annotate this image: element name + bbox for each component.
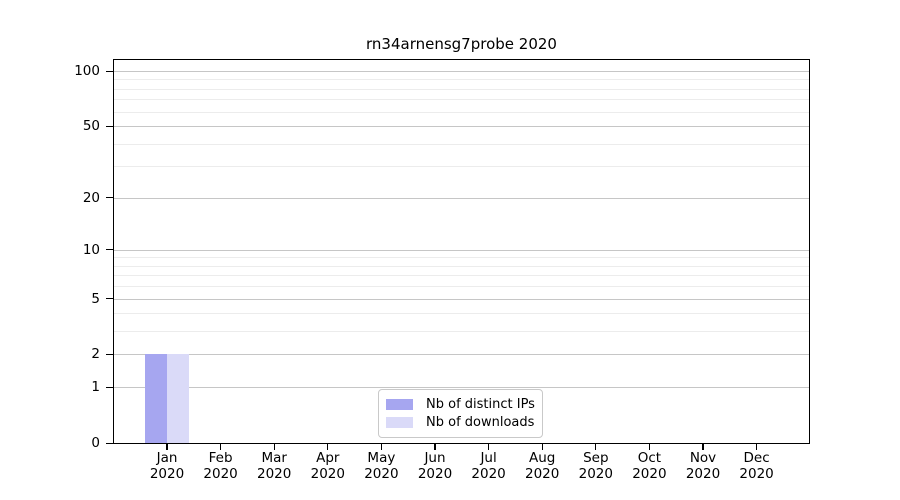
minor-gridline <box>114 257 809 259</box>
x-tick-mark <box>166 444 168 450</box>
y-tick-label: 50 <box>82 118 100 135</box>
x-tick-year: 2020 <box>685 465 721 482</box>
x-tick-year: 2020 <box>471 465 506 482</box>
y-tick-mark <box>106 249 113 251</box>
y-tick-mark <box>106 197 113 199</box>
x-tick-label: Oct 2020 <box>617 450 681 482</box>
y-tick-mark <box>106 386 113 388</box>
x-tick-month: Jul <box>480 450 497 466</box>
x-tick-month: Dec <box>743 450 770 466</box>
plot-area <box>113 59 810 444</box>
x-tick-mark <box>648 444 651 450</box>
minor-gridline <box>114 313 809 315</box>
major-gridline <box>114 298 809 300</box>
y-tick-label: 0 <box>91 435 100 451</box>
x-tick-mark <box>273 444 275 450</box>
chart-title: rn34arnensg7probe 2020 <box>366 35 557 53</box>
legend-swatch-distinct-ips <box>386 398 413 410</box>
y-tick-mark <box>106 125 113 127</box>
x-tick-mark <box>220 444 222 450</box>
legend-item-downloads: Nb of downloads <box>386 415 535 430</box>
x-tick-month: Sep <box>583 450 609 466</box>
major-gridline <box>114 387 809 389</box>
legend-swatch-downloads <box>386 417 413 429</box>
minor-gridline <box>114 88 809 90</box>
minor-gridline <box>114 286 809 288</box>
y-tick-label: 10 <box>82 241 100 258</box>
legend-label-downloads: Nb of downloads <box>426 415 535 431</box>
x-tick-label: Sep 2020 <box>564 450 628 482</box>
x-tick-label: Dec 2020 <box>725 450 789 482</box>
x-tick-mark <box>488 444 490 450</box>
x-tick-month: May <box>367 450 396 466</box>
minor-gridline <box>114 331 809 333</box>
minor-gridline <box>114 99 809 101</box>
x-tick-month: Oct <box>637 450 662 466</box>
x-tick-month: Feb <box>208 450 233 466</box>
x-tick-month: Apr <box>316 450 340 466</box>
x-tick-label: Mar 2020 <box>242 450 306 482</box>
x-tick-label: May 2020 <box>349 450 413 482</box>
y-tick-mark <box>106 353 113 356</box>
x-tick-year: 2020 <box>417 465 453 482</box>
x-tick-month: Jun <box>424 450 446 466</box>
bar-downloads <box>167 354 189 443</box>
y-tick-label: 20 <box>82 189 100 206</box>
x-tick-year: 2020 <box>257 465 292 482</box>
minor-gridline <box>114 166 809 168</box>
major-gridline <box>114 249 809 251</box>
legend-item-distinct-ips: Nb of distinct IPs <box>386 397 535 412</box>
x-tick-year: 2020 <box>310 465 345 482</box>
y-tick-label: 100 <box>74 63 100 79</box>
x-tick-year: 2020 <box>525 465 560 482</box>
x-tick-mark <box>434 444 436 450</box>
bar-distinct-ips <box>145 354 167 443</box>
y-tick-label: 1 <box>91 379 100 396</box>
minor-gridline <box>114 275 809 277</box>
x-tick-year: 2020 <box>632 465 667 482</box>
major-gridline <box>114 71 809 72</box>
legend-label-distinct-ips: Nb of distinct IPs <box>426 396 535 412</box>
x-tick-label: Jul 2020 <box>457 450 521 482</box>
y-tick-mark <box>106 442 113 444</box>
x-tick-year: 2020 <box>578 465 613 482</box>
x-tick-label: Jun 2020 <box>403 450 467 482</box>
legend: Nb of distinct IPs Nb of downloads <box>378 389 543 438</box>
major-gridline <box>114 126 809 128</box>
x-tick-mark <box>327 444 329 450</box>
x-tick-mark <box>595 444 597 450</box>
y-tick-label: 5 <box>91 290 100 307</box>
x-tick-mark <box>702 444 704 450</box>
y-tick-mark <box>106 298 113 300</box>
minor-gridline <box>114 79 809 81</box>
x-tick-label: Jan 2020 <box>135 450 199 482</box>
x-tick-month: Jan <box>156 450 178 466</box>
major-gridline <box>114 354 809 356</box>
y-tick-label: 2 <box>91 346 100 363</box>
x-tick-year: 2020 <box>203 465 238 482</box>
x-tick-label: Nov 2020 <box>671 450 735 482</box>
x-tick-mark <box>756 444 758 450</box>
x-tick-label: Feb 2020 <box>189 450 253 482</box>
x-tick-label: Apr 2020 <box>296 450 360 482</box>
major-gridline <box>114 197 809 199</box>
y-tick-mark <box>106 70 113 72</box>
x-tick-year: 2020 <box>739 465 774 482</box>
x-tick-year: 2020 <box>149 465 185 482</box>
minor-gridline <box>114 143 809 145</box>
x-tick-month: Mar <box>261 450 287 466</box>
x-tick-label: Aug 2020 <box>510 450 574 482</box>
x-tick-mark <box>380 444 383 450</box>
x-tick-mark <box>541 444 543 450</box>
x-tick-year: 2020 <box>364 465 399 482</box>
minor-gridline <box>114 265 809 267</box>
minor-gridline <box>114 111 809 113</box>
x-tick-month: Nov <box>689 450 717 466</box>
x-tick-month: Aug <box>529 450 556 466</box>
